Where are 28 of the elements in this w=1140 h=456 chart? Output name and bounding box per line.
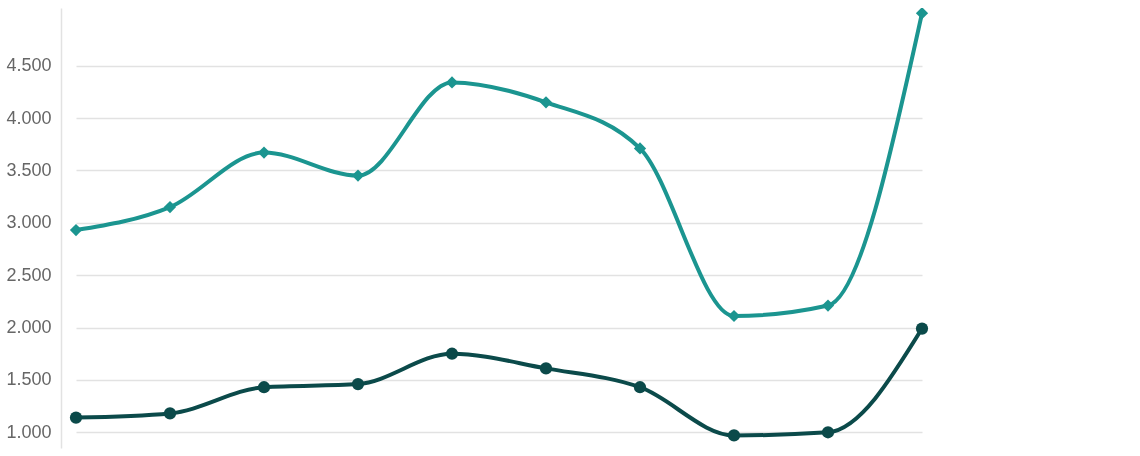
y-tick-label: 4.000: [6, 107, 52, 128]
point: [163, 200, 177, 214]
point: [445, 347, 459, 360]
point: [163, 407, 177, 420]
y-tick-label: 3.000: [6, 212, 52, 233]
point: [633, 142, 647, 155]
point: [821, 426, 835, 439]
point: [821, 299, 835, 312]
point: [727, 429, 741, 442]
point: [727, 309, 741, 323]
point: [351, 169, 365, 182]
point: [445, 76, 459, 89]
y-tick-label: 2.000: [6, 317, 52, 338]
y-tick-label: 2.500: [6, 264, 52, 285]
point: [915, 8, 929, 20]
point: [915, 322, 929, 335]
point: [257, 381, 271, 394]
point: [69, 411, 83, 424]
point: [69, 223, 83, 237]
point: [539, 96, 553, 109]
y-tick-label: 1.500: [6, 369, 52, 390]
point: [633, 381, 647, 394]
point: [351, 377, 365, 391]
y-tick-label: 1.000: [6, 421, 52, 442]
point: [257, 146, 271, 159]
y-tick-label: 4.500: [6, 55, 52, 76]
point: [539, 362, 553, 375]
y-tick-label: 3.500: [6, 159, 52, 180]
